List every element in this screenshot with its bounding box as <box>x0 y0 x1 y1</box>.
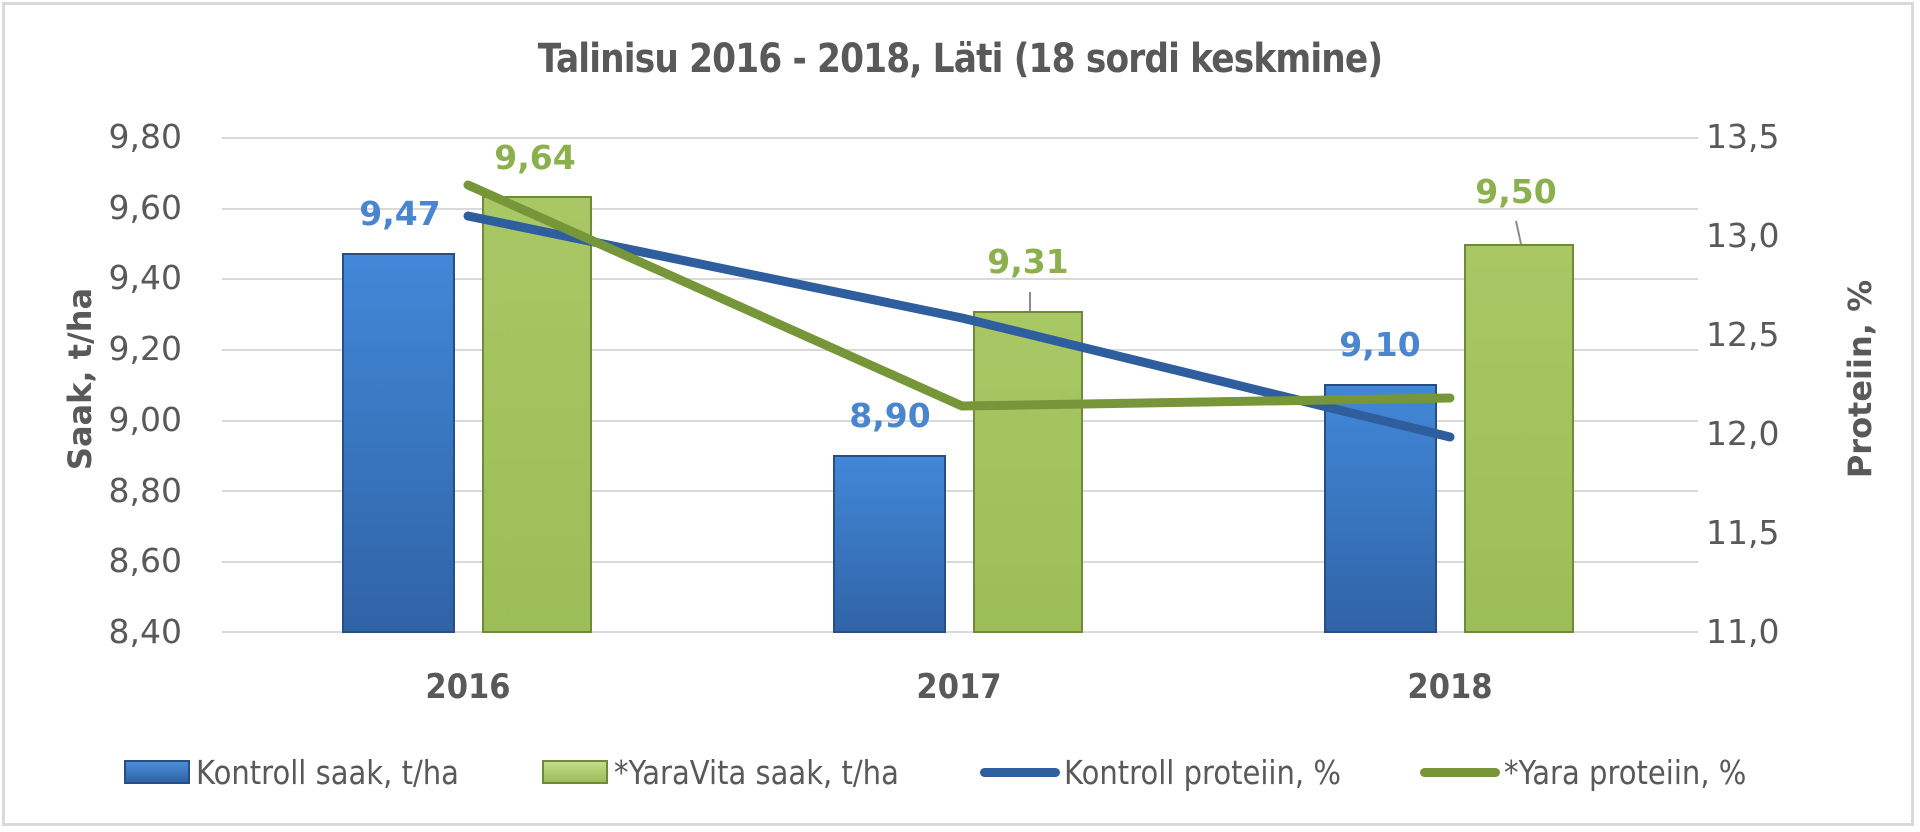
y-right-tick: 11,5 <box>1706 513 1780 552</box>
bars-yaravita-saak <box>482 196 1574 633</box>
bar-swatch-icon <box>542 760 608 784</box>
line-yara-proteiin <box>463 180 1455 411</box>
legend-item-yara-proteiin[interactable]: *Yara proteiin, % <box>1420 753 1824 792</box>
y-left-tick: 9,80 <box>108 117 182 156</box>
bar-yaravita-2016 <box>482 196 592 633</box>
line-swatch-icon <box>980 767 1060 777</box>
y-right-tick: 13,5 <box>1706 117 1780 156</box>
legend: Kontroll saak, t/ha *YaraVita saak, t/ha… <box>124 752 1850 792</box>
data-label-yaravita-2016: 9,64 <box>494 138 576 177</box>
bar-swatch-icon <box>124 760 190 784</box>
bar-yaravita-2017 <box>973 311 1083 633</box>
x-tick: 2018 <box>1407 667 1493 707</box>
data-label-kontroll-2018: 9,10 <box>1339 325 1421 364</box>
legend-item-kontroll-saak[interactable]: Kontroll saak, t/ha <box>124 753 516 792</box>
y-left-tick: 9,60 <box>108 188 182 227</box>
y-left-tick: 8,80 <box>108 471 182 510</box>
x-tick: 2016 <box>425 667 511 707</box>
y-left-tick: 9,20 <box>108 329 182 368</box>
x-tick: 2017 <box>916 667 1002 707</box>
y-right-tick: 12,5 <box>1706 315 1780 354</box>
bar-kontroll-2017 <box>833 455 946 633</box>
y-right-tick: 13,0 <box>1706 216 1780 255</box>
data-label-kontroll-2017: 8,90 <box>849 396 931 435</box>
gridlines <box>222 137 1698 633</box>
y-right-tick: 11,0 <box>1706 612 1780 651</box>
data-label-yaravita-2017: 9,31 <box>987 242 1069 281</box>
bar-kontroll-2016 <box>342 253 455 633</box>
line-swatch-icon <box>1420 767 1500 777</box>
data-label-kontroll-2016: 9,47 <box>359 194 441 233</box>
y-left-tick: 8,60 <box>108 541 182 580</box>
bar-yaravita-2018 <box>1464 244 1574 633</box>
legend-item-kontroll-proteiin[interactable]: Kontroll proteiin, % <box>980 753 1394 792</box>
data-label-yaravita-2018: 9,50 <box>1475 172 1557 211</box>
y-left-tick: 9,40 <box>108 258 182 297</box>
y-right-tick: 12,0 <box>1706 414 1780 453</box>
chart-title: Talinisu 2016 - 2018, Läti (18 sordi kes… <box>537 36 1383 82</box>
y-left-tick: 9,00 <box>108 400 182 439</box>
legend-item-yaravita-saak[interactable]: *YaraVita saak, t/ha <box>542 753 954 792</box>
y-left-tick: 8,40 <box>108 612 182 651</box>
